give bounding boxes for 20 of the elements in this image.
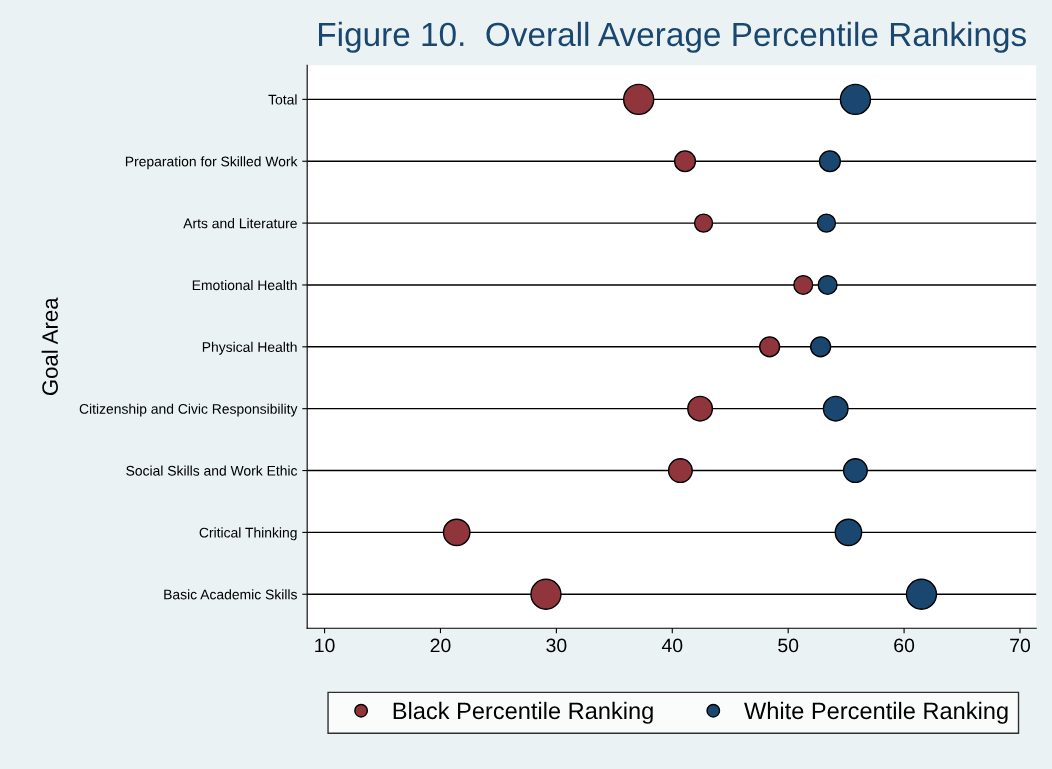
x-tick-label: 20 [430,638,451,653]
y-tick-label: Social Skills and Work Ethic [126,465,298,476]
y-tick-label: Emotional Health [192,279,297,291]
y-tick-label: Physical Health [202,341,297,355]
x-tick-label: 30 [546,638,567,653]
y-tick-label: Arts and Literature [183,218,297,229]
legend-label: Black Percentile Ranking [393,701,653,724]
x-tick-label: 60 [894,638,915,653]
y-tick-label: Citizenship and Civic Responsibility [79,403,298,417]
chart-title: Figure 10. Overall Average Percentile Rankings [319,21,1026,53]
legend-label: White Percentile Ranking [744,701,1008,724]
x-tick-label: 40 [661,638,683,653]
y-tick-label: Basic Academic Skills [164,589,297,600]
x-tick-label: 70 [1010,638,1031,653]
y-tick-label: Critical Thinking [199,527,297,541]
y-tick-label: Preparation for Skilled Work [125,156,298,170]
y-tick-label: Total [268,94,297,105]
x-tick-label: 50 [778,638,799,653]
x-tick-label: 10 [315,638,335,653]
y-axis-title: Goal Area [41,297,58,396]
